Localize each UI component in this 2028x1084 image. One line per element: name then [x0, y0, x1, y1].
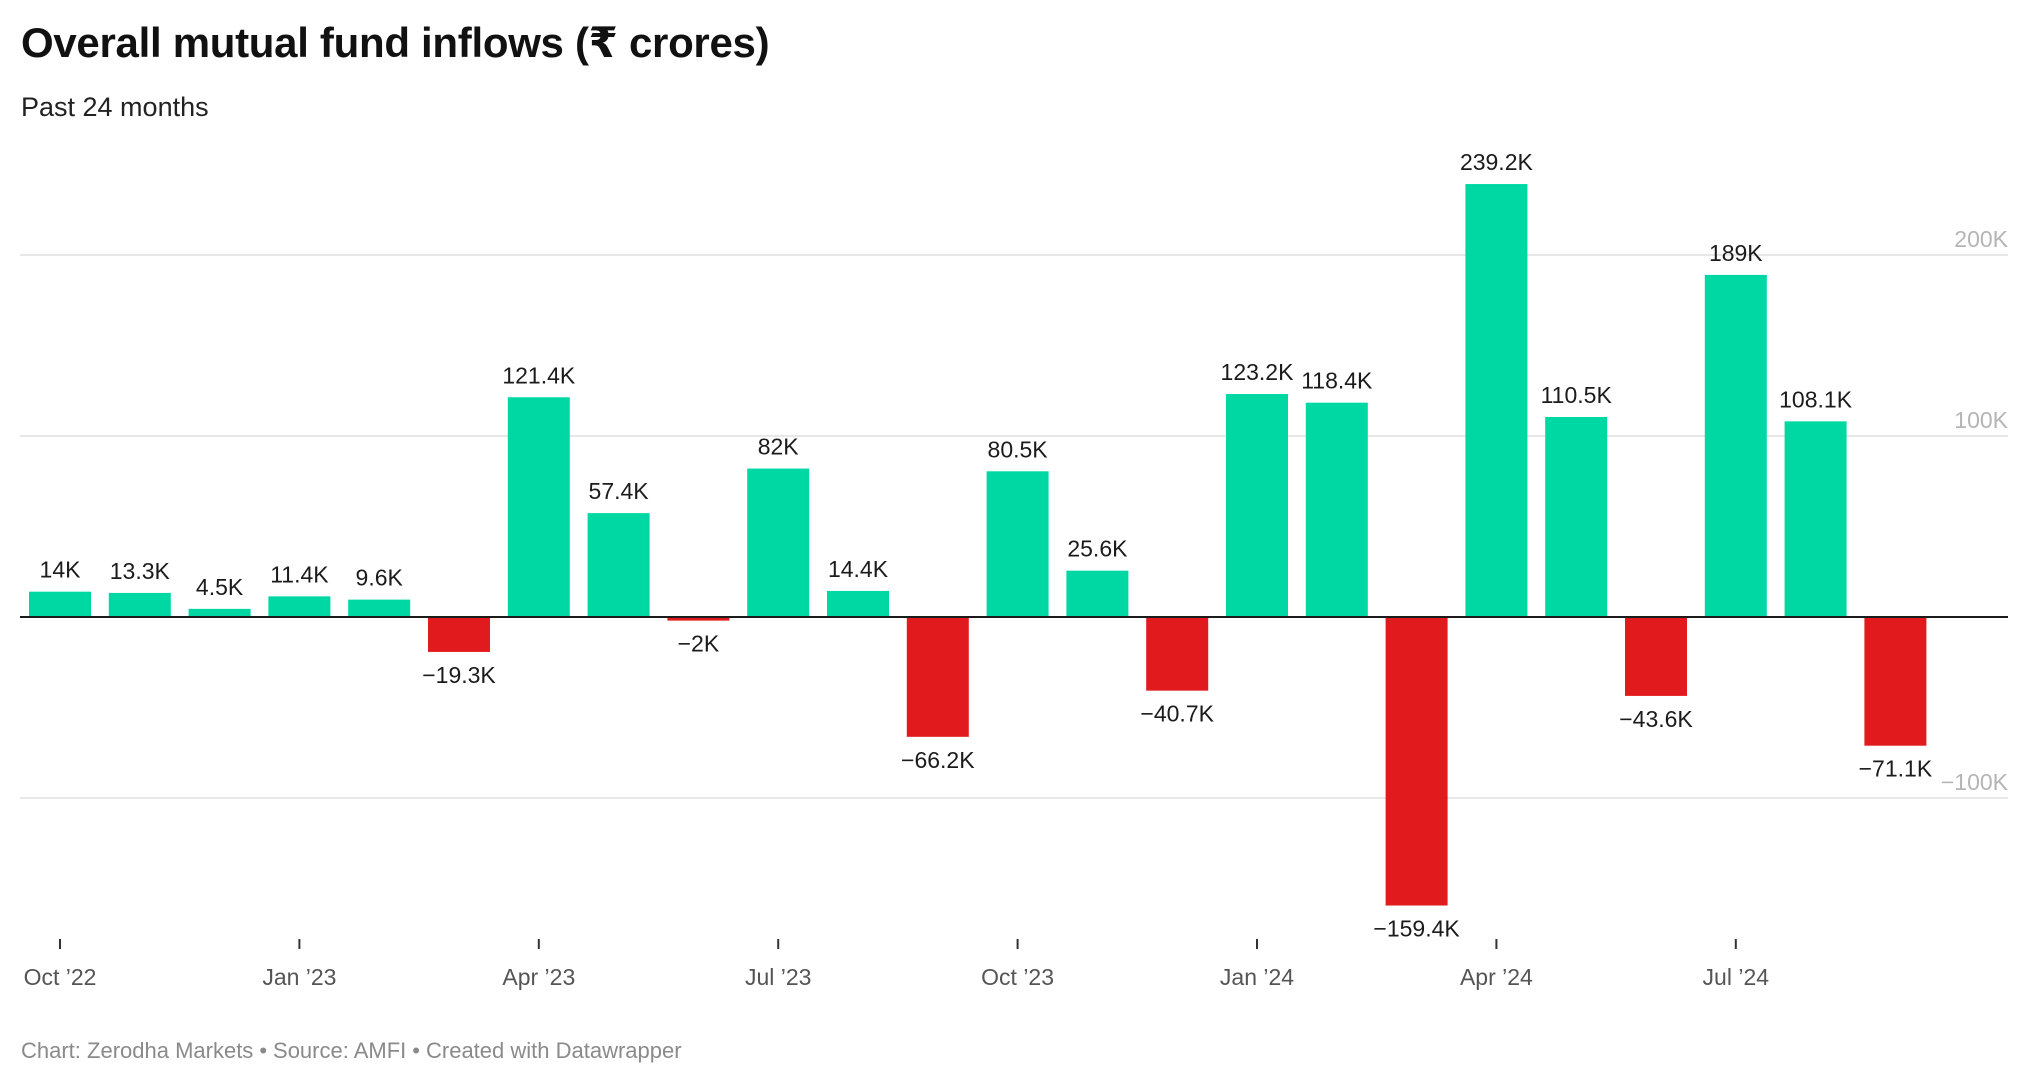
bar-value-label: 189K [1709, 240, 1763, 266]
bar-value-label: 14K [40, 557, 82, 583]
bar-value-label: 239.2K [1460, 149, 1534, 175]
negative-bar [1385, 617, 1448, 906]
x-tick-label: Jan ’24 [1220, 964, 1294, 990]
positive-bar [827, 590, 889, 617]
y-tick-label: −100K [1941, 769, 2009, 795]
positive-bar [29, 591, 91, 617]
bar-value-label: 14.4K [828, 556, 889, 582]
footer-separator: • [412, 1038, 420, 1063]
bar-value-label: 25.6K [1067, 536, 1128, 562]
bar-value-label: −2K [678, 631, 720, 657]
positive-bar [1305, 402, 1368, 617]
negative-bar [1146, 617, 1209, 691]
bar-value-label: 108.1K [1779, 386, 1853, 412]
positive-bar [348, 599, 411, 617]
bar-value-label: 13.3K [110, 558, 171, 584]
bar-value-label: −71.1K [1859, 756, 1933, 782]
chart-title: Overall mutual fund inflows (₹ crores) [21, 19, 770, 66]
x-tick-label: Oct ’22 [24, 964, 97, 990]
bar-value-label: 9.6K [356, 565, 404, 591]
x-tick-label: Apr ’24 [1460, 964, 1533, 990]
positive-bar [587, 513, 650, 617]
positive-bar [1226, 394, 1288, 617]
bar-value-label: 80.5K [988, 436, 1049, 462]
positive-bar [1545, 416, 1608, 617]
x-tick-label: Jan ’23 [262, 964, 336, 990]
bar-value-label: 118.4K [1301, 368, 1373, 394]
footer-source: Source: AMFI [273, 1038, 407, 1063]
positive-bar [268, 596, 331, 617]
x-tick-label: Jul ’24 [1703, 964, 1770, 990]
footer-separator: • [259, 1038, 268, 1063]
bar-value-label: −19.3K [422, 662, 496, 688]
positive-bar [188, 608, 251, 617]
bar-value-label: −66.2K [901, 747, 975, 773]
positive-bar [108, 592, 171, 617]
negative-bar [1864, 617, 1927, 746]
footer-created-with: Created with Datawrapper [426, 1038, 682, 1063]
positive-bar [1066, 570, 1129, 617]
positive-bar [1704, 274, 1767, 617]
negative-bar [428, 617, 490, 652]
positive-bar [747, 468, 810, 617]
negative-bar [906, 617, 969, 737]
y-tick-label: 100K [1954, 407, 2008, 433]
bar-value-label: 110.5K [1541, 382, 1613, 408]
bar-value-label: 57.4K [589, 478, 650, 504]
y-tick-label: 200K [1954, 226, 2008, 252]
positive-bar [1465, 184, 1528, 617]
bar-value-label: 82K [758, 434, 800, 460]
bar-value-label: −159.4K [1373, 916, 1460, 942]
chart-subtitle: Past 24 months [21, 92, 209, 122]
bar-value-label: 121.4K [502, 362, 576, 388]
bar-value-label: 4.5K [196, 574, 244, 600]
positive-bar [507, 397, 570, 617]
x-tick-label: Apr ’23 [502, 964, 575, 990]
negative-bar [667, 617, 730, 621]
bar-value-label: 11.4K [270, 561, 329, 587]
negative-bar [1625, 617, 1687, 696]
footer-credit: Chart: Zerodha Markets [21, 1038, 254, 1063]
x-tick-label: Jul ’23 [745, 964, 811, 990]
positive-bar [986, 471, 1049, 617]
chart-footer: Chart: Zerodha Markets • Source: AMFI • Crea… [21, 1038, 682, 1064]
positive-bar [1784, 421, 1847, 617]
x-tick-label: Oct ’23 [981, 964, 1054, 990]
bar-value-label: −40.7K [1140, 701, 1214, 727]
bar-value-label: −43.6K [1619, 706, 1693, 732]
bar-value-label: 123.2K [1221, 359, 1295, 385]
